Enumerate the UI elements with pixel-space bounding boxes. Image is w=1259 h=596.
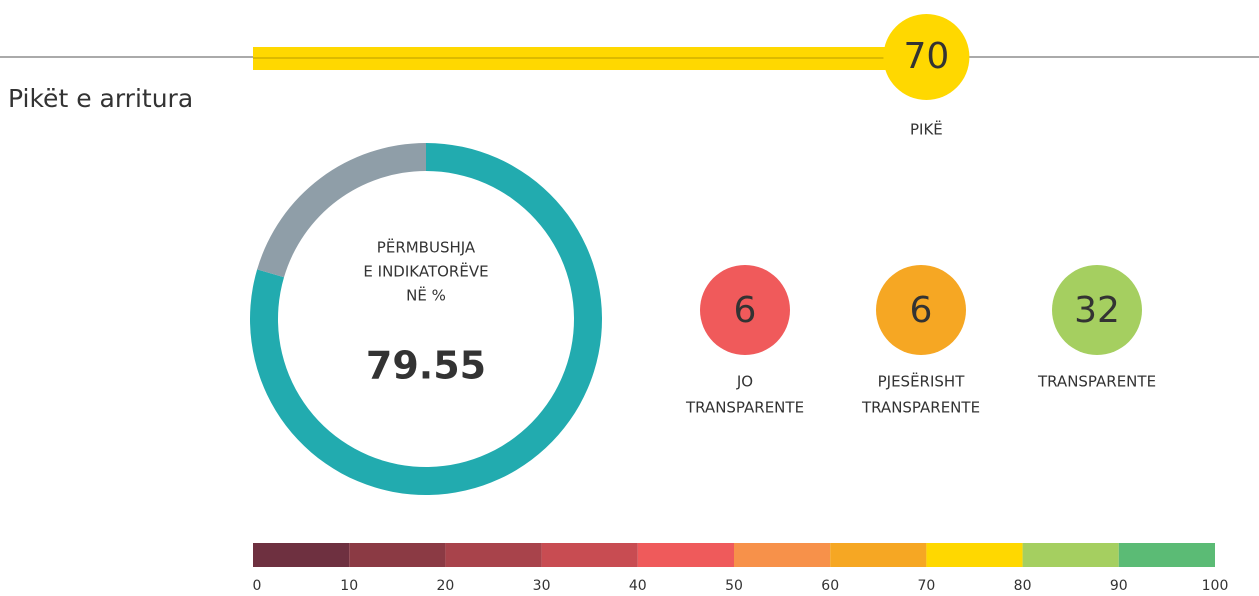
scale-tick-label: 20: [436, 578, 454, 594]
scale-segment: [1118, 543, 1215, 567]
scale-tick-label: 60: [821, 578, 839, 594]
scale-tick-label: 30: [533, 578, 551, 594]
scale-tick-label: 50: [725, 578, 743, 594]
scale-segment: [541, 543, 638, 567]
indicator-value: 6: [734, 290, 757, 331]
title: Pikët e arritura: [8, 84, 193, 113]
scale-segment: [830, 543, 927, 567]
donut-caption: NË %: [406, 286, 446, 305]
scale-segment: [926, 543, 1023, 567]
score-circle: [883, 14, 970, 100]
scale-tick-label: 10: [340, 578, 358, 594]
indicator-circle: [700, 265, 790, 355]
donut-caption: E INDIKATORËVE: [363, 262, 488, 281]
scale-segment: [734, 543, 831, 567]
indicator-circle: [876, 265, 966, 355]
indicator-label: TRANSPARENTE: [1037, 373, 1156, 391]
scale-segment: [253, 543, 350, 567]
indicator-label: PJESËRISHT: [878, 372, 966, 391]
indicator-value: 6: [910, 290, 933, 331]
indicator-circle: [1052, 265, 1142, 355]
indicator-label: TRANSPARENTE: [685, 399, 804, 417]
donut-segment: [257, 143, 426, 278]
scale-tick-label: 70: [917, 578, 935, 594]
donut-caption: PËRMBUSHJA: [377, 238, 476, 257]
indicator-value: 32: [1074, 290, 1120, 331]
score-value: 70: [903, 36, 949, 77]
donut-value: 79.55: [366, 344, 486, 388]
scale-tick-label: 0: [253, 578, 262, 594]
scale-tick-label: 40: [629, 578, 647, 594]
score-label: PIKË: [910, 120, 943, 139]
scale-segment: [637, 543, 734, 567]
scale-tick-label: 80: [1014, 578, 1032, 594]
scale-segment: [349, 543, 446, 567]
scale-segment: [1022, 543, 1119, 567]
scale-tick-label: 90: [1110, 578, 1128, 594]
scale-segment: [445, 543, 542, 567]
indicator-label: TRANSPARENTE: [861, 399, 980, 417]
scale-tick-label: 100: [1202, 578, 1229, 594]
indicator-label: JO: [736, 373, 753, 391]
